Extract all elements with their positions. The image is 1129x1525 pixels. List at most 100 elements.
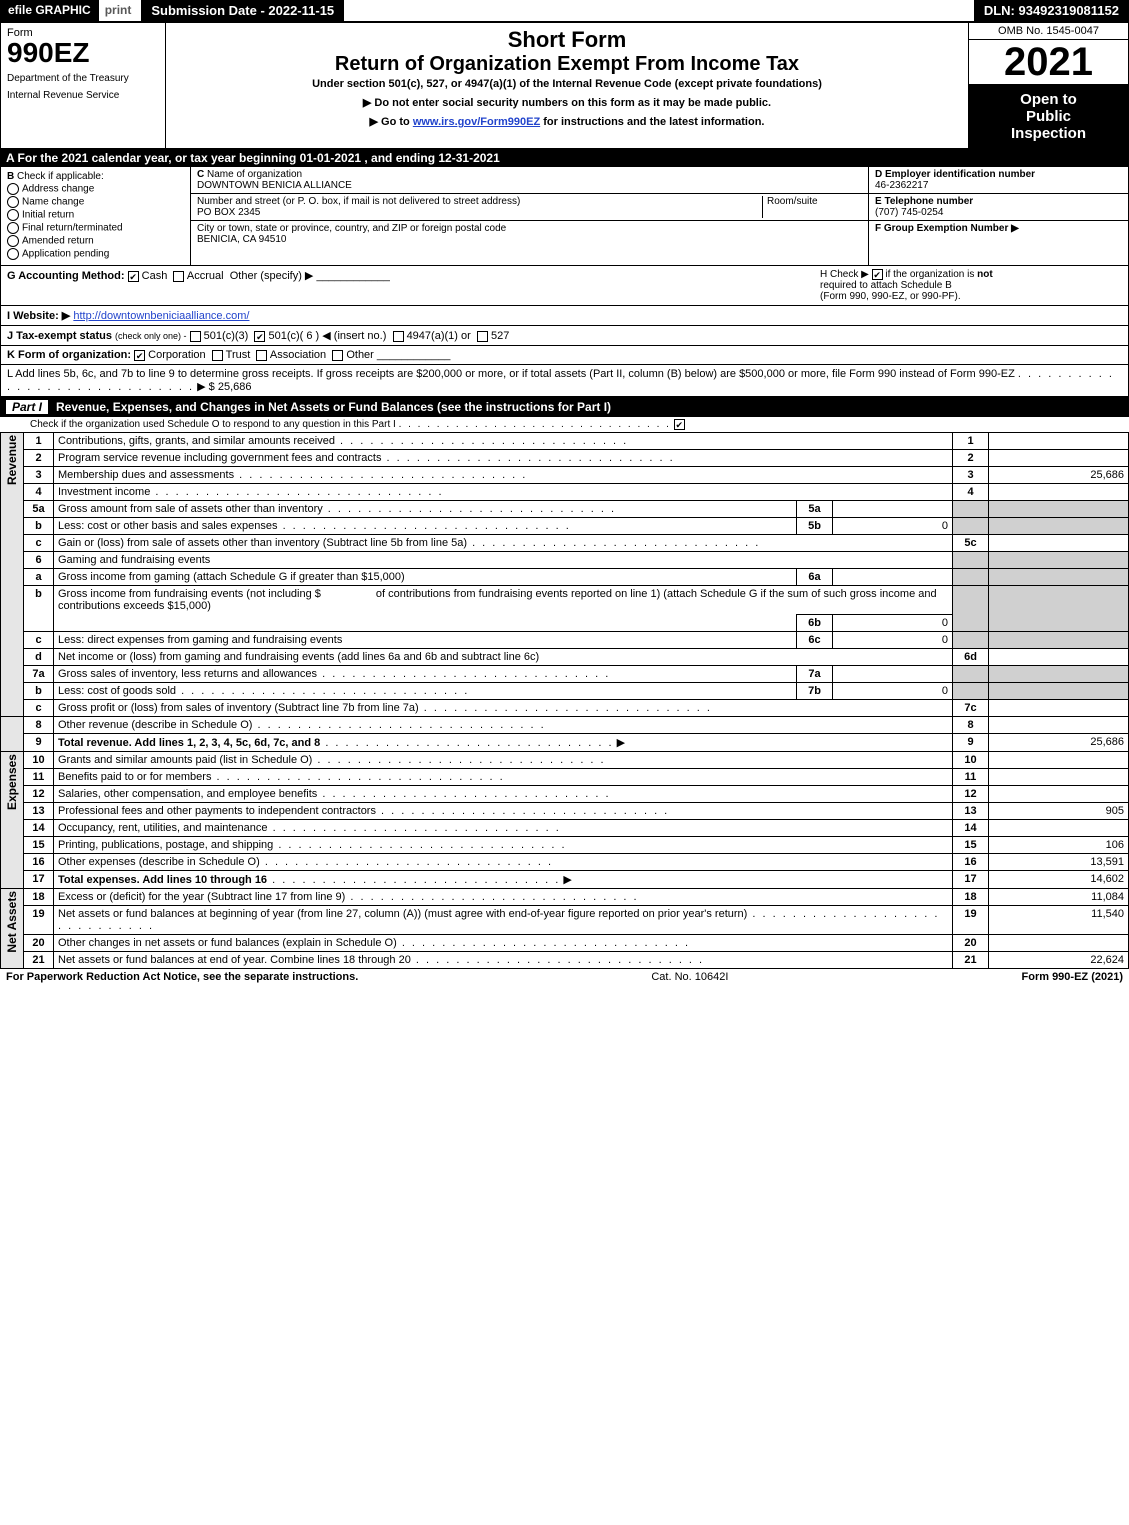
ln-6b-text1: Gross income from fundraising events (no… [58, 588, 321, 600]
num-9: 9 [953, 734, 989, 752]
k-other: Other [346, 349, 374, 361]
cb-527[interactable] [477, 331, 488, 342]
num-5c: 5c [953, 535, 989, 552]
cb-address-change[interactable] [7, 183, 19, 195]
j-o2: 501(c)( 6 ) ◀ (insert no.) [268, 330, 386, 342]
ln-19: 19 [24, 906, 54, 935]
irs-link[interactable]: www.irs.gov/Form990EZ [413, 116, 540, 128]
section-g: G Accounting Method: ✔ Cash Accrual Othe… [7, 269, 812, 302]
print-link[interactable]: print [99, 0, 138, 21]
row-j: J Tax-exempt status (check only one) - 5… [0, 326, 1129, 346]
row-l: L Add lines 5b, 6c, and 7b to line 9 to … [0, 365, 1129, 397]
num-2: 2 [953, 450, 989, 467]
ln-6b: b [24, 586, 54, 632]
cb-accrual[interactable] [173, 271, 184, 282]
table-row: 9 Total revenue. Add lines 1, 2, 3, 4, 5… [1, 734, 1129, 752]
footer-left: For Paperwork Reduction Act Notice, see … [6, 971, 358, 983]
shade-6a-v [989, 569, 1129, 586]
cb-schedule-o[interactable]: ✔ [674, 419, 685, 430]
ln-17-arrow: ▶ [563, 874, 571, 886]
footer-mid: Cat. No. 10642I [358, 971, 1021, 983]
val-7c [989, 700, 1129, 717]
ln-15-text: Printing, publications, postage, and shi… [58, 839, 273, 851]
cb-corp[interactable]: ✔ [134, 350, 145, 361]
shade-7a [953, 666, 989, 683]
i-label: I Website: ▶ [7, 310, 70, 322]
ln-20-text: Other changes in net assets or fund bala… [58, 937, 397, 949]
ln-13: 13 [24, 803, 54, 820]
ln-18: 18 [24, 889, 54, 906]
ln-8-text: Other revenue (describe in Schedule O) [58, 719, 252, 731]
table-row: 11 Benefits paid to or for members 11 [1, 769, 1129, 786]
h-text2: if the organization is [885, 269, 974, 280]
cb-501c[interactable]: ✔ [254, 331, 265, 342]
cb-name-change[interactable] [7, 196, 19, 208]
shade-6c [953, 632, 989, 649]
mini-7b: 7b [797, 683, 833, 700]
part-1-check-text: Check if the organization used Schedule … [30, 419, 396, 430]
ein-value: 46-2362217 [875, 180, 928, 191]
header-mid: Short Form Return of Organization Exempt… [166, 23, 968, 148]
table-row: c Less: direct expenses from gaming and … [1, 632, 1129, 649]
h-text3: required to attach Schedule B [820, 280, 952, 291]
l-text: L Add lines 5b, 6c, and 7b to line 9 to … [7, 368, 1015, 380]
table-row: 8 Other revenue (describe in Schedule O)… [1, 717, 1129, 734]
section-h: H Check ▶ ✔ if the organization is not r… [812, 269, 1122, 302]
efile-label: efile GRAPHIC [0, 0, 99, 21]
table-row: 2 Program service revenue including gove… [1, 450, 1129, 467]
table-row: c Gain or (loss) from sale of assets oth… [1, 535, 1129, 552]
num-8: 8 [953, 717, 989, 734]
ln-7b-text: Less: cost of goods sold [58, 685, 176, 697]
val-16: 13,591 [989, 854, 1129, 871]
ln-6a: a [24, 569, 54, 586]
ln-5a-text: Gross amount from sale of assets other t… [58, 503, 323, 515]
val-3: 25,686 [989, 467, 1129, 484]
cb-assoc[interactable] [256, 350, 267, 361]
open-to-public: Open to Public Inspection [969, 85, 1128, 148]
cb-initial-return[interactable] [7, 209, 19, 221]
cb-h[interactable]: ✔ [872, 269, 883, 280]
section-bcdef: B Check if applicable: Address change Na… [0, 167, 1129, 266]
website-link[interactable]: http://downtownbeniciaalliance.com/ [73, 310, 249, 322]
ln-14-text: Occupancy, rent, utilities, and maintena… [58, 822, 268, 834]
cb-amended[interactable] [7, 235, 19, 247]
city-value: BENICIA, CA 94510 [197, 234, 287, 245]
j-sub: (check only one) - [115, 331, 187, 341]
cb-trust[interactable] [212, 350, 223, 361]
ln-16: 16 [24, 854, 54, 871]
mini-6b: 6b [797, 615, 833, 632]
cb-final-return[interactable] [7, 222, 19, 234]
table-row: 20 Other changes in net assets or fund b… [1, 935, 1129, 952]
ln-3-text: Membership dues and assessments [58, 469, 234, 481]
open-2: Public [973, 108, 1124, 125]
cb-cash[interactable]: ✔ [128, 271, 139, 282]
cb-pending[interactable] [7, 248, 19, 260]
page-footer: For Paperwork Reduction Act Notice, see … [0, 969, 1129, 985]
table-row: d Net income or (loss) from gaming and f… [1, 649, 1129, 666]
val-9: 25,686 [989, 734, 1129, 752]
num-14: 14 [953, 820, 989, 837]
l-arrow: ▶ $ 25,686 [197, 381, 251, 393]
table-row: 14 Occupancy, rent, utilities, and maint… [1, 820, 1129, 837]
table-row: b Gross income from fundraising events (… [1, 586, 1129, 615]
footer-right-post: (2021) [1088, 971, 1123, 983]
mini-5b-val: 0 [833, 518, 953, 535]
g-label: G Accounting Method: [7, 270, 125, 282]
val-4 [989, 484, 1129, 501]
ln-6c: c [24, 632, 54, 649]
cb-501c3[interactable] [190, 331, 201, 342]
shade-6b-v [989, 586, 1129, 632]
table-row: 4 Investment income 4 [1, 484, 1129, 501]
table-row: 13 Professional fees and other payments … [1, 803, 1129, 820]
cb-4947[interactable] [393, 331, 404, 342]
ln-7a: 7a [24, 666, 54, 683]
cb-other[interactable] [332, 350, 343, 361]
ln-5b-text: Less: cost or other basis and sales expe… [58, 520, 278, 532]
b-text: Check if applicable: [17, 171, 104, 182]
mini-7b-val: 0 [833, 683, 953, 700]
val-19: 11,540 [989, 906, 1129, 935]
ln-6: 6 [24, 552, 54, 569]
phone-value: (707) 745-0254 [875, 207, 943, 218]
ln-9-text: Total revenue. Add lines 1, 2, 3, 4, 5c,… [58, 737, 320, 749]
shade-7b [953, 683, 989, 700]
